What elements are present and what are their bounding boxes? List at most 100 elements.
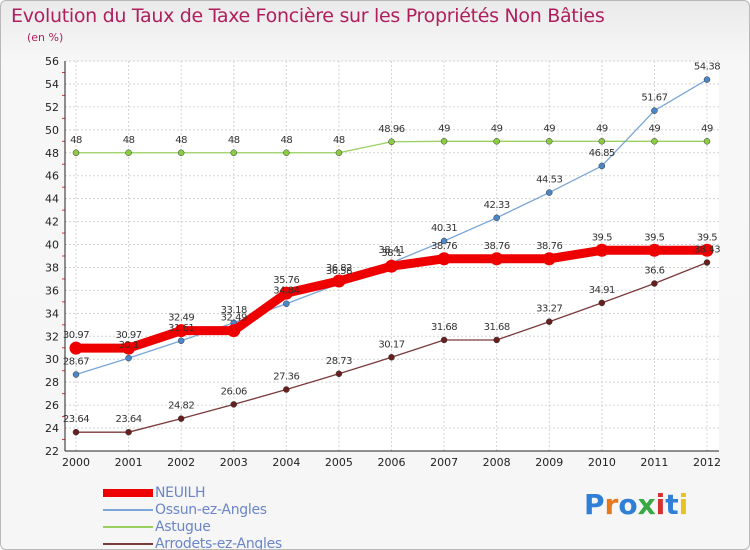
data-label: 49 — [596, 123, 608, 134]
data-label: 46.85 — [589, 148, 615, 159]
y-tick-label: 32 — [45, 330, 59, 343]
data-point — [122, 341, 136, 355]
data-point — [598, 299, 606, 307]
data-label: 27.36 — [273, 372, 299, 383]
data-label: 26.06 — [221, 386, 247, 397]
legend-label: Arrodets-ez-Angles — [155, 536, 282, 550]
data-point — [230, 401, 237, 408]
data-point — [700, 243, 714, 257]
data-label: 38.76 — [431, 241, 457, 252]
y-tick-label: 30 — [45, 353, 59, 366]
data-point — [493, 336, 500, 344]
data-label: 36.82 — [326, 263, 352, 274]
data-label: 33.18 — [221, 305, 247, 316]
data-point — [493, 138, 500, 145]
y-tick-label: 28 — [45, 376, 59, 389]
x-tick-label: 2009 — [535, 456, 563, 469]
data-label: 31.68 — [484, 322, 510, 333]
data-point — [651, 138, 658, 145]
data-point — [125, 149, 132, 157]
x-tick-label: 2001 — [115, 456, 143, 469]
data-point — [385, 259, 398, 273]
data-point — [440, 336, 448, 344]
data-label: 28.73 — [326, 356, 352, 367]
legend-label: Astugue — [155, 519, 211, 535]
data-label: 34.91 — [589, 285, 615, 296]
y-tick-label: 22 — [45, 445, 59, 458]
data-label: 36.58 — [326, 266, 352, 277]
data-label: 49 — [543, 123, 555, 134]
data-point — [283, 149, 290, 157]
data-label: 23.64 — [63, 414, 89, 425]
y-tick-label: 46 — [45, 170, 59, 183]
data-label: 48 — [123, 135, 135, 146]
data-label: 40.31 — [431, 223, 457, 234]
legend-swatch — [103, 509, 153, 511]
data-label: 49 — [438, 123, 450, 134]
data-label: 32.49 — [168, 313, 194, 324]
data-label: 48 — [175, 135, 187, 146]
data-label: 51.67 — [641, 93, 667, 104]
data-point — [174, 324, 188, 338]
y-tick-label: 40 — [45, 239, 59, 252]
data-point — [440, 237, 448, 245]
legend: NEUILH Ossun-ez-Angles Astugue Arrodets-ez-… — [103, 485, 363, 550]
data-point — [703, 76, 711, 83]
data-label: 38.76 — [484, 241, 510, 252]
data-point — [72, 149, 80, 157]
data-point — [542, 252, 556, 266]
data-label: 48 — [228, 135, 240, 146]
data-point — [546, 189, 553, 196]
y-tick-label: 26 — [45, 399, 59, 412]
data-label: 31.61 — [168, 323, 194, 334]
y-tick-label: 36 — [45, 284, 59, 297]
data-point — [72, 371, 80, 378]
data-point — [230, 149, 237, 157]
data-point — [177, 337, 185, 345]
x-tick-label: 2002 — [167, 456, 195, 469]
legend-item-astugue: Astugue — [103, 519, 363, 536]
data-label: 48 — [333, 135, 345, 146]
proxiti-logo: Proxiti — [584, 488, 689, 521]
data-point — [651, 280, 658, 287]
x-tick-label: 2003 — [220, 456, 248, 469]
x-tick-label: 2011 — [640, 456, 668, 469]
legend-swatch — [103, 526, 153, 528]
y-tick-label: 54 — [45, 78, 59, 91]
y-tick-label: 42 — [45, 216, 59, 229]
data-point — [490, 252, 504, 266]
data-point — [177, 149, 185, 157]
data-label: 30.97 — [63, 330, 89, 341]
x-tick-label: 2012 — [693, 456, 721, 469]
y-tick-label: 24 — [45, 422, 59, 435]
data-point — [546, 318, 553, 325]
data-point — [69, 341, 83, 355]
data-label: 49 — [649, 123, 661, 134]
y-tick-label: 52 — [45, 101, 59, 114]
y-tick-label: 44 — [45, 193, 59, 206]
data-point — [283, 386, 290, 393]
data-point — [332, 274, 346, 288]
data-label: 34.84 — [273, 286, 299, 297]
y-tick-label: 48 — [45, 147, 59, 160]
legend-swatch — [103, 489, 153, 497]
data-label: 49 — [701, 123, 713, 134]
data-label: 48.96 — [378, 124, 404, 135]
x-tick-label: 2004 — [272, 456, 300, 469]
legend-item-arrodets-ez-angles: Arrodets-ez-Angles — [103, 536, 363, 550]
data-label: 35.76 — [273, 275, 299, 286]
x-tick-label: 2008 — [483, 456, 511, 469]
data-label: 44.53 — [536, 175, 562, 186]
x-tick-label: 2000 — [62, 456, 90, 469]
data-label: 38.1 — [381, 248, 401, 259]
legend-swatch — [103, 543, 153, 545]
data-label: 28.67 — [63, 356, 89, 367]
chart-title: Evolution du Taux de Taxe Foncière sur l… — [11, 5, 605, 27]
data-label: 24.82 — [168, 401, 194, 412]
data-point — [125, 354, 132, 362]
data-point — [651, 107, 658, 114]
data-label: 39.5 — [697, 232, 717, 243]
legend-label: Ossun-ez-Angles — [155, 502, 267, 518]
